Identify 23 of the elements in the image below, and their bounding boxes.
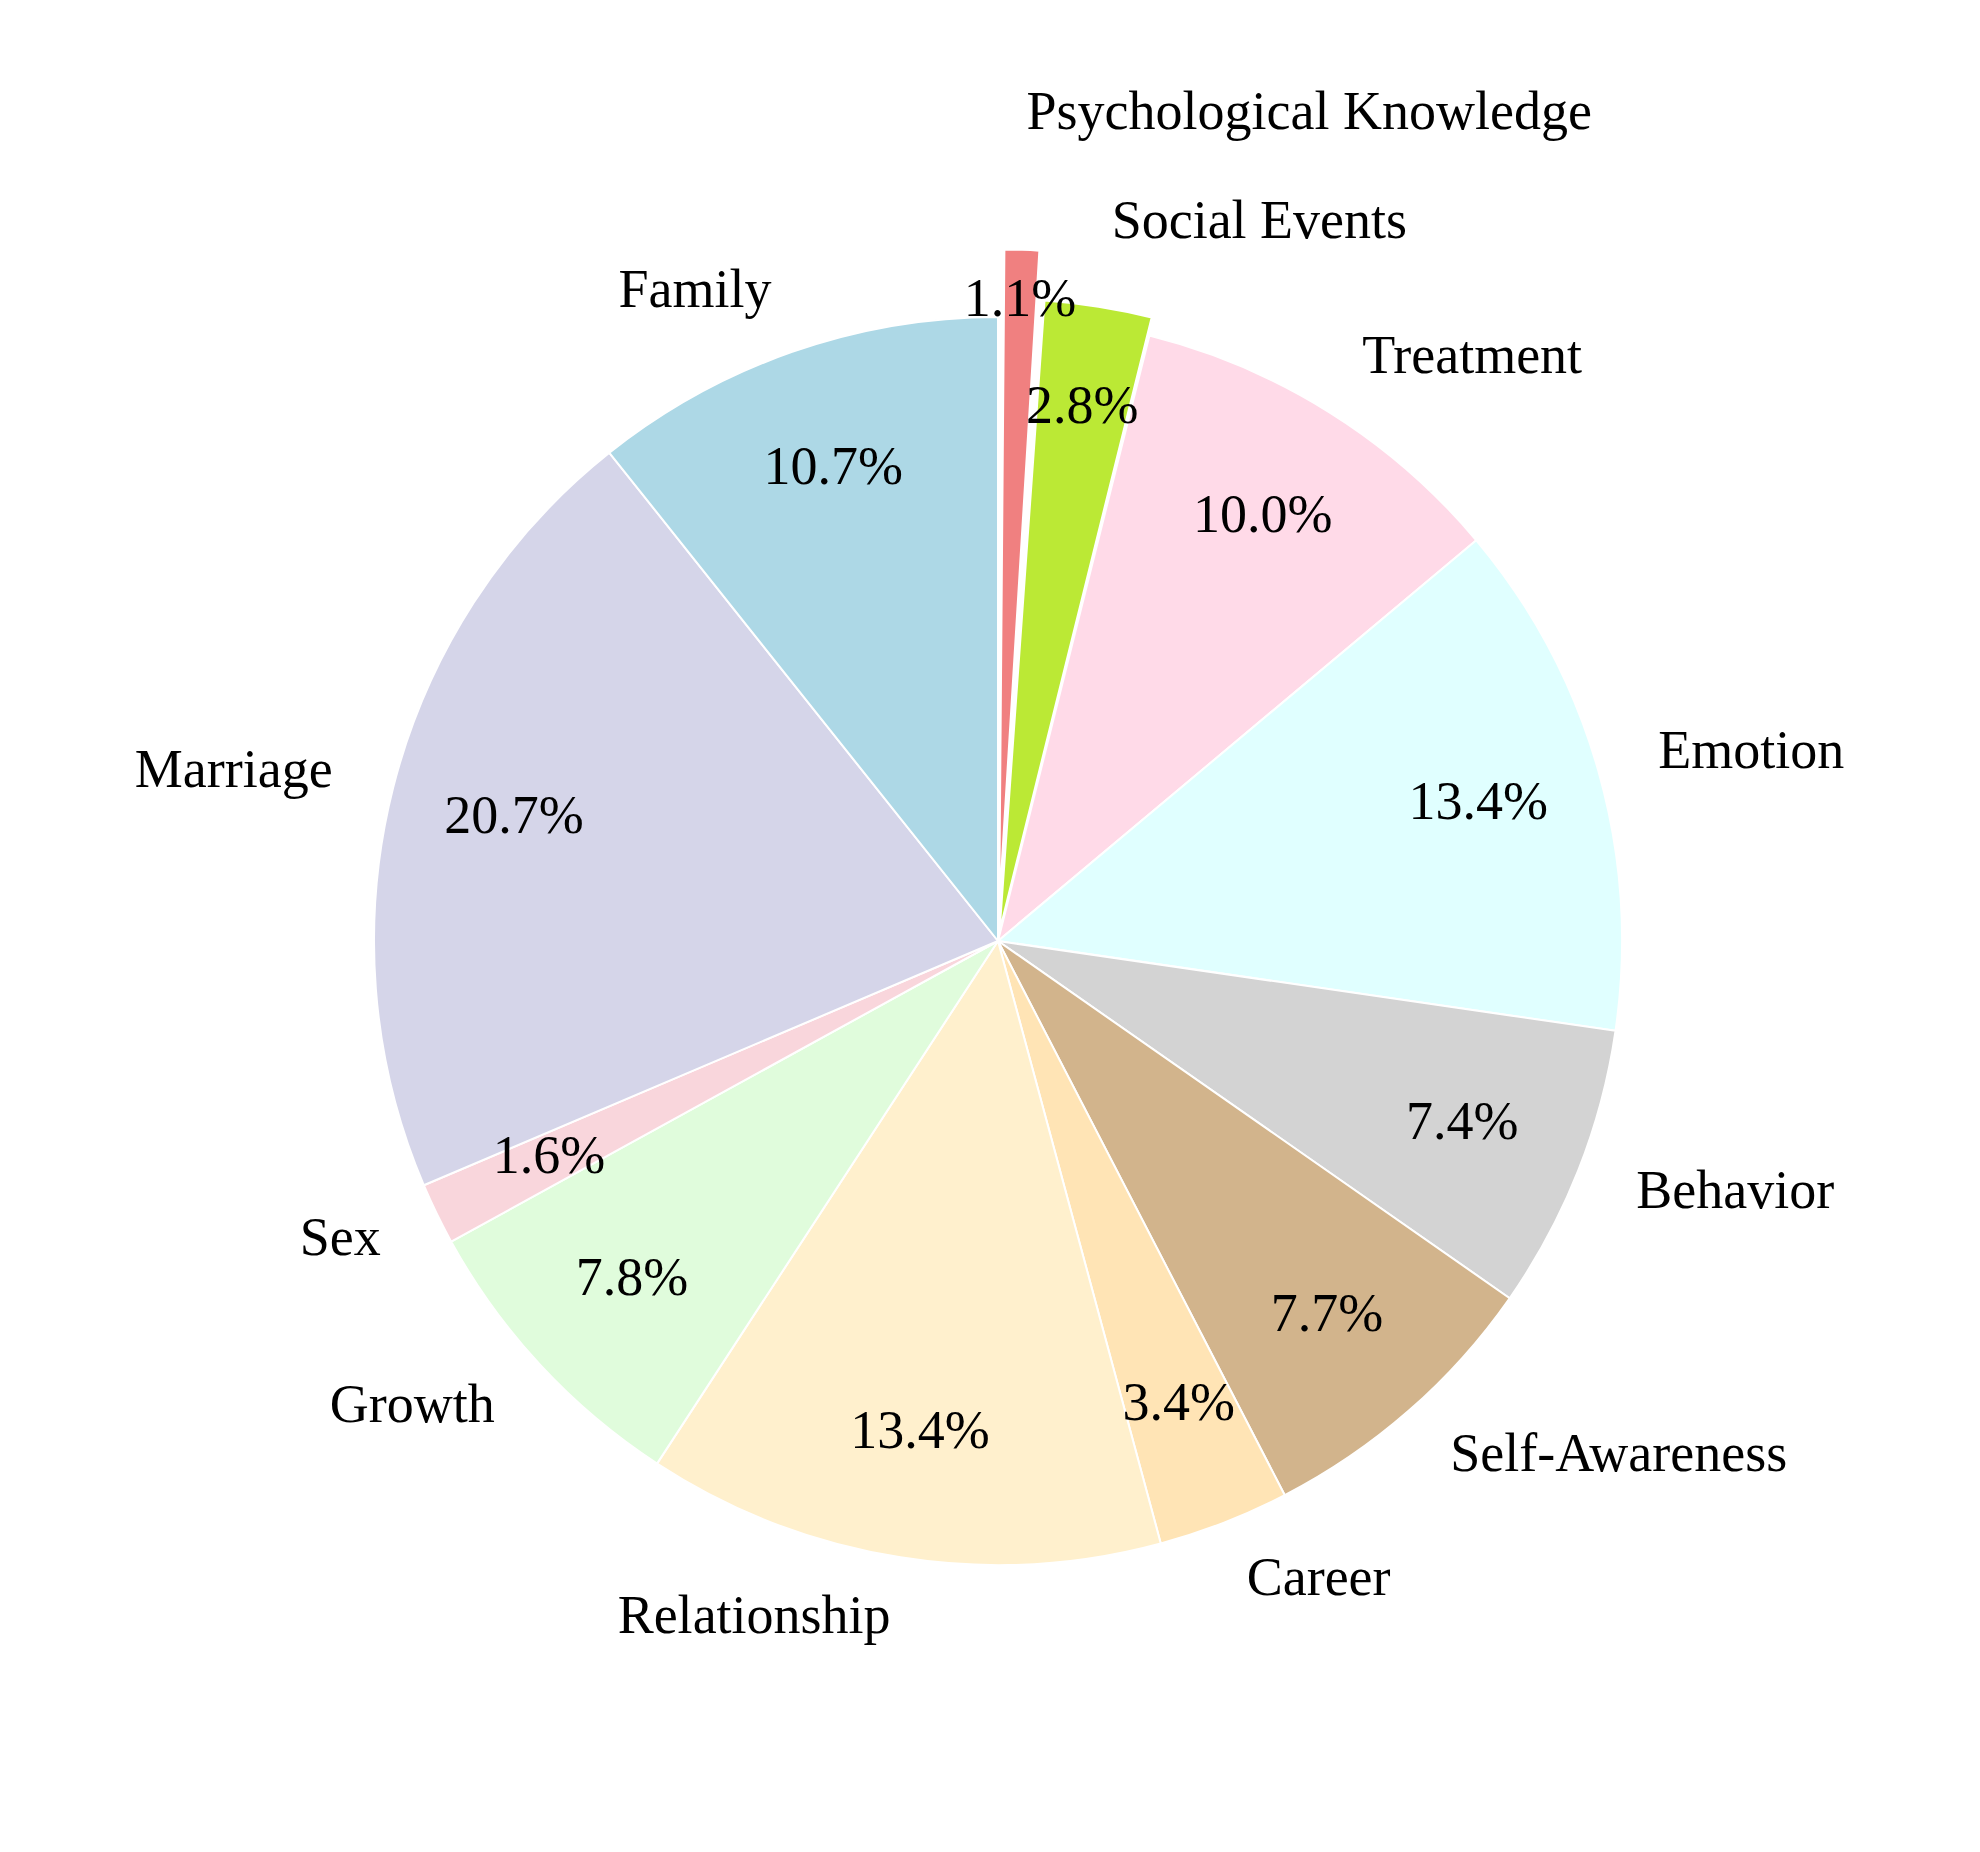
data-label: 10.0%	[1193, 484, 1333, 545]
data-label: 3.4%	[1122, 1372, 1236, 1433]
data-label: 7.4%	[1405, 1090, 1519, 1151]
slice-label: Relationship	[617, 1585, 891, 1646]
slice-label: Family	[618, 259, 772, 320]
data-label: 7.7%	[1270, 1282, 1384, 1343]
slice-label: Treatment	[1362, 325, 1583, 386]
slice-label: Marriage	[134, 738, 333, 799]
slice-label: Behavior	[1636, 1159, 1835, 1220]
slice-label: Career	[1246, 1546, 1391, 1607]
slice-label: Sex	[299, 1207, 381, 1268]
slice-label: Self-Awareness	[1450, 1423, 1788, 1484]
data-label: 1.6%	[492, 1125, 606, 1186]
data-label: 13.4%	[850, 1400, 990, 1461]
slice-label: Growth	[329, 1373, 495, 1434]
data-label: 7.8%	[575, 1246, 689, 1307]
data-label: 10.7%	[763, 435, 904, 496]
data-label: 13.4%	[1408, 770, 1548, 831]
data-label: 20.7%	[444, 784, 584, 845]
data-label: 1.1%	[963, 268, 1077, 329]
slice-label: Emotion	[1658, 719, 1845, 780]
slice-label: Psychological Knowledge	[1026, 81, 1592, 142]
slice-label: Social Events	[1111, 189, 1408, 250]
